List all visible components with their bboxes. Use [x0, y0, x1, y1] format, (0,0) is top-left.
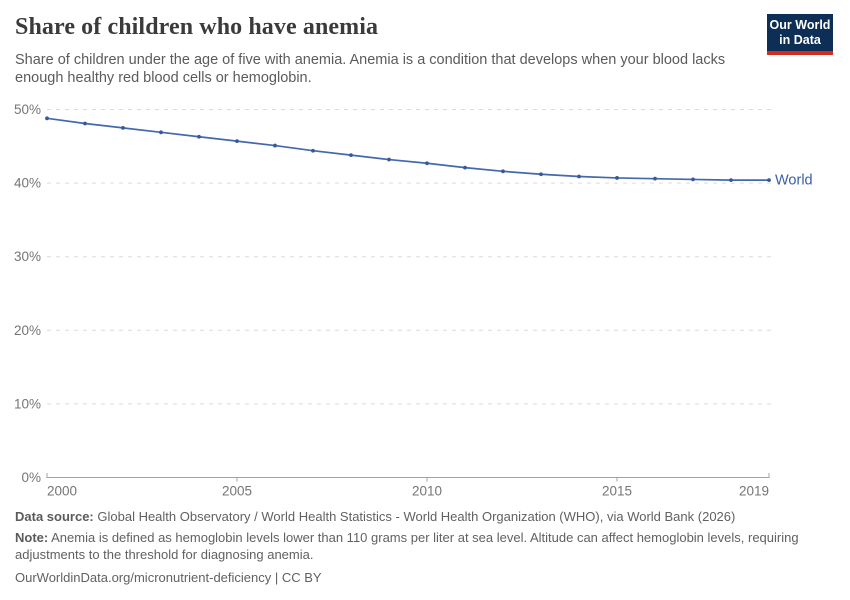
y-tick-label: 20%: [14, 323, 41, 338]
data-point[interactable]: [577, 174, 581, 179]
data-point[interactable]: [197, 134, 201, 139]
owid-logo[interactable]: Our World in Data: [767, 14, 833, 55]
data-point[interactable]: [425, 161, 429, 166]
chart-subtitle: Share of children under the age of five …: [15, 52, 726, 86]
data-point[interactable]: [311, 148, 315, 153]
data-point[interactable]: [463, 165, 467, 170]
data-point[interactable]: [691, 177, 695, 182]
note-text: Anemia is defined as hemoglobin levels l…: [15, 530, 799, 562]
data-point[interactable]: [273, 143, 277, 148]
world-line[interactable]: [46, 117, 770, 182]
chart-footer: Data source: Global Health Observatory /…: [15, 508, 815, 590]
data-point[interactable]: [45, 116, 49, 121]
data-point[interactable]: [159, 130, 163, 135]
x-tick-label: 2005: [222, 484, 252, 499]
owid-logo-line2: in Data: [779, 32, 821, 47]
page-title: Share of children who have anemia: [15, 14, 379, 40]
data-point[interactable]: [653, 176, 657, 181]
y-tick-label: 30%: [14, 249, 41, 264]
note-line: Note: Anemia is defined as hemoglobin le…: [15, 529, 815, 563]
series-label-world[interactable]: World: [775, 173, 813, 189]
data-point[interactable]: [121, 126, 125, 130]
data-point[interactable]: [615, 176, 619, 180]
footer-link[interactable]: OurWorldinData.org/micronutrient-deficie…: [15, 570, 322, 585]
line-chart-svg[interactable]: 0% 10% 20% 30% 40% 50% 2000 2005 2010 2015 2019 Wor…: [0, 95, 850, 505]
data-source-line: Data source: Global Health Observatory /…: [15, 508, 815, 525]
data-source-label: Data source:: [15, 509, 94, 524]
data-point[interactable]: [83, 121, 87, 126]
data-point[interactable]: [501, 169, 505, 174]
y-tick-label: 50%: [14, 102, 41, 117]
y-tick-label: 40%: [14, 176, 41, 191]
data-point[interactable]: [539, 172, 543, 177]
x-tick-label: 2010: [412, 484, 442, 499]
data-point[interactable]: [729, 178, 733, 183]
data-point[interactable]: [349, 153, 353, 158]
owid-logo-line1: Our World: [769, 17, 831, 32]
x-tick-label: 2019: [739, 484, 769, 499]
data-point[interactable]: [235, 139, 239, 144]
y-tick-label: 0%: [21, 470, 41, 485]
x-tick-label: 2015: [602, 484, 632, 499]
x-axis: [46, 473, 770, 478]
y-tick-label: 10%: [14, 396, 41, 411]
x-tick-label: 2000: [47, 484, 77, 499]
data-point[interactable]: [767, 178, 771, 183]
note-label: Note:: [15, 530, 49, 545]
data-source-text: Global Health Observatory / World Health…: [97, 509, 736, 524]
data-point[interactable]: [387, 157, 391, 162]
